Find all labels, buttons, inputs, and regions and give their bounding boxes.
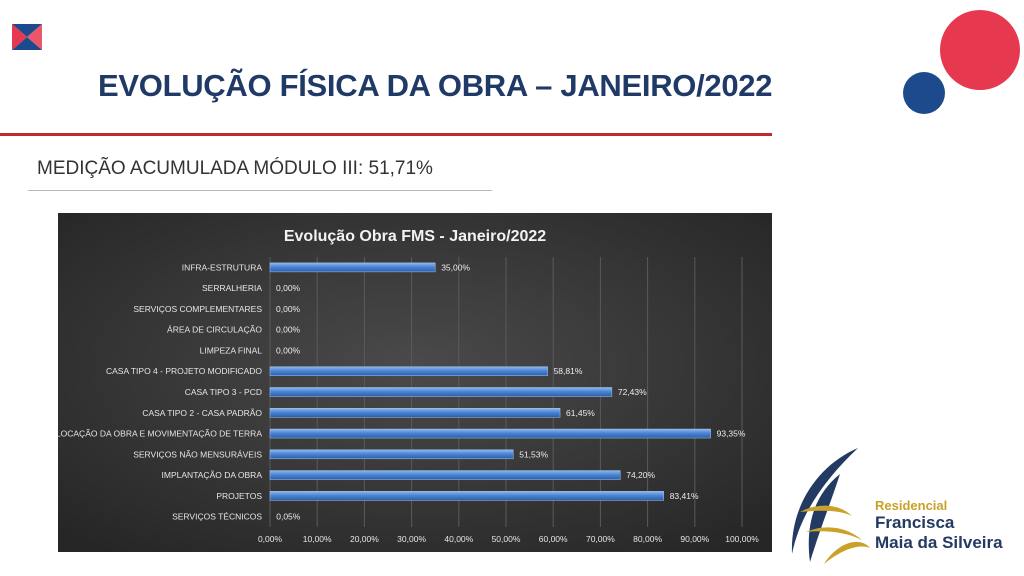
company-logo-icon [12,24,42,50]
category-label: CASA TIPO 4 - PROJETO MODIFICADO [106,366,262,376]
x-tick-label: 100,00% [725,534,759,544]
data-label: 0,00% [276,283,301,293]
data-label: 61,45% [566,408,595,418]
x-tick-label: 30,00% [397,534,426,544]
x-tick-label: 40,00% [444,534,473,544]
x-tick-label: 10,00% [303,534,332,544]
category-label: SERVIÇOS COMPLEMENTARES [133,304,262,314]
progress-bar-chart: Evolução Obra FMS - Janeiro/2022 INFRA-E… [56,213,772,552]
bar [269,491,664,501]
data-label: 74,20% [626,470,655,480]
data-label: 72,43% [618,387,647,397]
residencial-logo-icon [791,448,870,564]
category-label: IMPLANTAÇÃO DA OBRA [162,470,263,480]
category-label: SERVIÇOS NÃO MENSURÁVEIS [133,449,262,459]
category-label: SERRALHERIA [202,283,262,293]
x-tick-label: 0,00% [258,534,283,544]
category-label: CASA TIPO 3 - PCD [185,387,262,397]
cumulative-measurement-text: MEDIÇÃO ACUMULADA MÓDULO III: 51,71% [37,158,433,179]
bar [269,387,613,397]
data-label: 0,00% [276,345,301,355]
category-label: INFRA-ESTRUTURA [182,262,263,272]
data-label: 51,53% [519,449,548,459]
bar [269,428,711,439]
brand-name-block: Residencial Francisca Maia da Silveira [875,498,1003,553]
decorative-red-circle [940,10,1020,90]
data-label: 0,00% [276,325,301,335]
title-divider [0,133,772,136]
data-label: 83,41% [670,491,699,501]
decorative-blue-circle [903,72,945,114]
x-tick-label: 90,00% [680,534,709,544]
data-label: 0,05% [276,512,301,522]
category-label: SERVIÇOS TÉCNICOS [172,512,262,522]
chart-title: Evolução Obra FMS - Janeiro/2022 [284,228,546,245]
category-label: ÁREA DE CIRCULAÇÃO [167,325,262,335]
data-label: 93,35% [717,429,746,439]
x-tick-label: 60,00% [539,534,568,544]
x-tick-label: 80,00% [633,534,662,544]
bar [269,470,621,480]
bar [269,408,561,418]
progress-chart: Evolução Obra FMS - Janeiro/2022 INFRA-E… [56,213,772,552]
bar [269,366,548,376]
brand-line-maia: Maia da Silveira [875,533,1003,552]
bar [269,262,436,273]
brand-line-residencial: Residencial [875,498,948,513]
category-label: PROJETOS [216,491,262,501]
x-tick-label: 70,00% [586,534,615,544]
brand-line-francisca: Francisca [875,513,955,532]
data-label: 0,00% [276,304,301,314]
category-label: CASA TIPO 2 - CASA PADRÃO [142,408,262,418]
x-tick-label: 50,00% [492,534,521,544]
subtitle-divider [28,190,492,191]
data-label: 35,00% [441,262,470,272]
data-label: 58,81% [554,366,583,376]
x-tick-label: 20,00% [350,534,379,544]
category-label: LOCAÇÃO DA OBRA E MOVIMENTAÇÃO DE TERRA [58,429,262,439]
category-label: LIMPEZA FINAL [200,345,263,355]
page-title: EVOLUÇÃO FÍSICA DA OBRA – JANEIRO/2022 [98,68,773,103]
bar [269,449,514,460]
